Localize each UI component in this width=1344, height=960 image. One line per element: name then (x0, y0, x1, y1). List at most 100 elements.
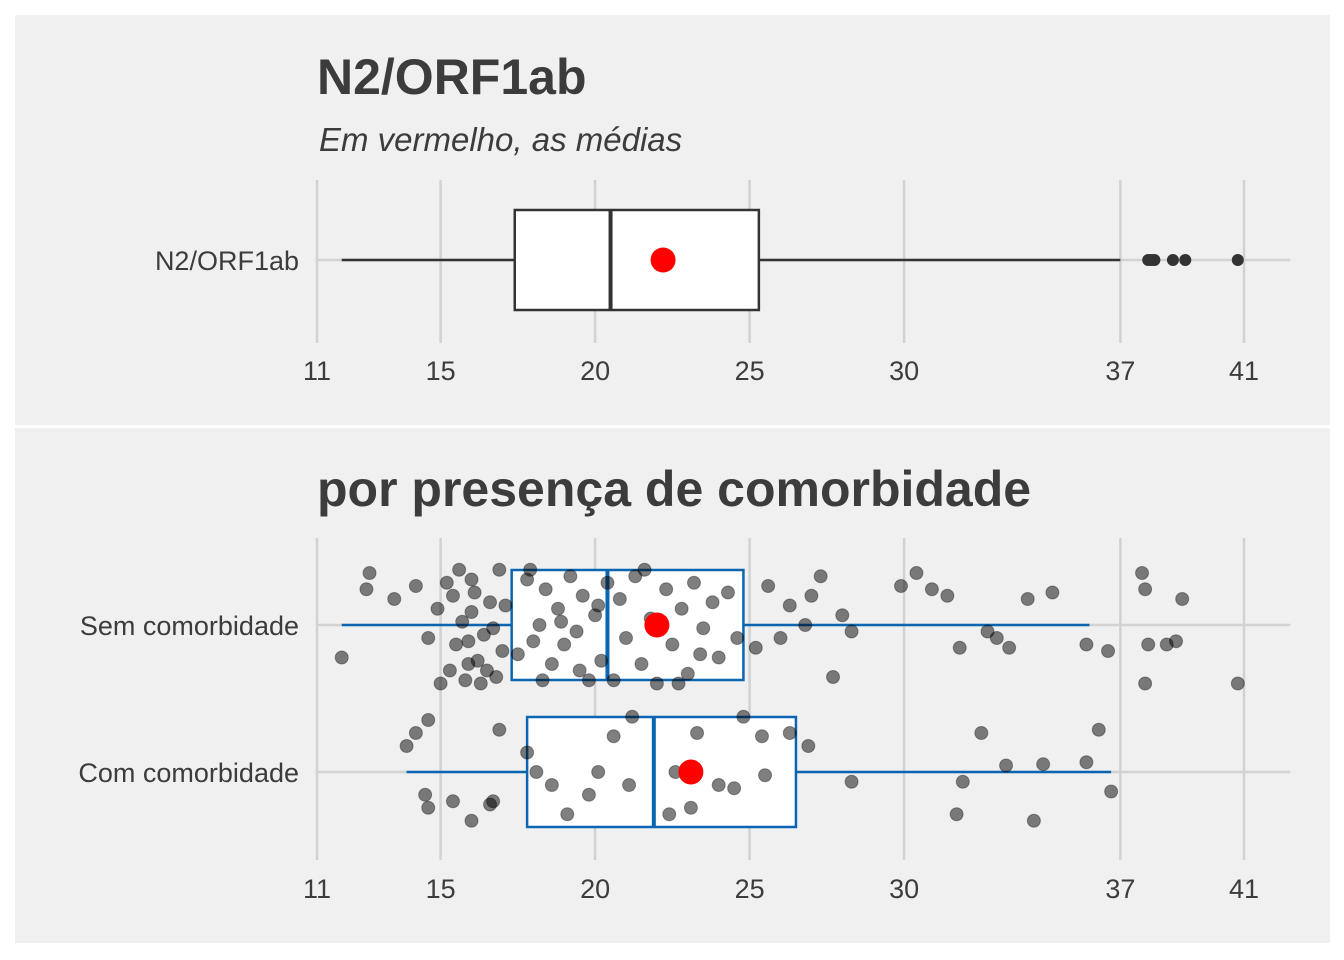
jitter-point (591, 598, 606, 613)
jitter-point (535, 673, 550, 688)
x-tick-label: 41 (1229, 874, 1259, 904)
x-tick-label: 30 (889, 356, 919, 386)
jitter-point (683, 800, 698, 815)
jitter-point (989, 631, 1004, 645)
x-tick-label: 37 (1105, 356, 1135, 386)
jitter-point (1135, 566, 1150, 580)
box (513, 208, 761, 312)
jitter-point (1101, 644, 1116, 658)
jitter-point (634, 657, 649, 671)
jitter-point (557, 637, 572, 652)
jitter-point (473, 676, 488, 691)
chart-by-comorbidity: por presença de comorbidade 11 15 20 25 30 37… (78, 461, 1291, 904)
jitter-point (492, 562, 507, 577)
jitter-point (445, 794, 460, 809)
jitter-point (1036, 757, 1051, 772)
jitter-point (980, 624, 995, 639)
chart-subtitle: Em vermelho, as médias (319, 121, 682, 158)
jitter-point (529, 765, 544, 779)
jitter-point (665, 637, 680, 652)
jitter-point (1091, 722, 1106, 737)
jitter-point (1230, 676, 1245, 691)
jitter-point (748, 640, 763, 655)
jitter-point (544, 657, 559, 671)
jitter-point (637, 562, 652, 577)
jitter-point (408, 726, 423, 740)
jitter-point (674, 601, 689, 616)
jitter-point (1169, 634, 1184, 649)
jitter-point (758, 768, 773, 783)
jitter-point (495, 644, 510, 658)
x-tick-label: 15 (426, 356, 456, 386)
jitter-point (1138, 582, 1153, 597)
category-label: N2/ORF1ab (155, 246, 299, 276)
mean-point (678, 759, 704, 785)
jitter-point (418, 787, 433, 802)
jitter-point (952, 640, 967, 655)
jitter-point (523, 562, 538, 577)
jitter-point (581, 673, 596, 688)
jitter-point (359, 582, 374, 597)
jitter-point (362, 566, 377, 580)
jitter-point (1020, 592, 1035, 606)
x-tick-label: 25 (735, 874, 765, 904)
jitter-point (498, 598, 513, 613)
jitter-point (399, 739, 414, 753)
jitter-point (476, 627, 491, 642)
x-tick-label: 15 (426, 874, 456, 904)
jitter-point (442, 663, 457, 678)
jitter-point (387, 592, 402, 606)
jitter-point (736, 709, 751, 724)
jitter-point (575, 588, 590, 603)
category-label: Com comorbidade (78, 758, 299, 788)
jitter-point (464, 813, 479, 828)
panel-overall: N2/ORF1ab Em vermelho, as médias 11 15 20 2… (15, 15, 1330, 425)
jitter-point (727, 781, 742, 796)
mean-point (650, 247, 676, 273)
jitter-point (801, 739, 816, 753)
jitter-point (711, 778, 726, 792)
jitter-point (628, 569, 643, 584)
jitter-point (449, 637, 464, 652)
jitter-point (844, 624, 859, 639)
jitter-point (483, 595, 498, 610)
x-tick-label: 37 (1105, 874, 1135, 904)
jitter-point (909, 566, 924, 580)
chart-title: por presença de comorbidade (317, 461, 1031, 517)
jitter-point (1079, 755, 1094, 770)
jitter-point (458, 673, 473, 688)
jitter-point (761, 579, 776, 593)
x-tick-label: 30 (889, 874, 919, 904)
jitter-point (581, 787, 596, 802)
jitter-point (600, 575, 615, 590)
jitter-point (526, 634, 541, 649)
jitter-point (782, 598, 797, 613)
jitter-point (560, 807, 575, 822)
jitter-point (680, 666, 695, 681)
jitter-point (1104, 784, 1119, 799)
jitter-point (486, 794, 501, 809)
jitter-point (532, 618, 547, 632)
jitter-point (1079, 637, 1094, 652)
box (525, 715, 798, 829)
jitter-point (686, 575, 701, 590)
jitter-point (430, 601, 445, 616)
jitter-point (835, 608, 850, 623)
jitter-point (1045, 585, 1060, 600)
jitter-point (720, 585, 735, 600)
jitter-point (554, 614, 569, 629)
jitter-point (1141, 637, 1156, 652)
jitter-point (844, 774, 859, 789)
jitter-point (619, 631, 633, 645)
mean-point (644, 612, 670, 638)
jitter-point (572, 663, 587, 678)
jitter-point (826, 670, 841, 684)
jitter-point (612, 592, 627, 606)
jitter-point (671, 676, 686, 691)
jitter-point (974, 726, 989, 740)
jitter-point (455, 614, 470, 629)
chart-title: N2/ORF1ab (317, 49, 587, 105)
jitter-point (510, 647, 525, 662)
jitter-point (479, 663, 494, 678)
jitter-point (461, 657, 476, 671)
